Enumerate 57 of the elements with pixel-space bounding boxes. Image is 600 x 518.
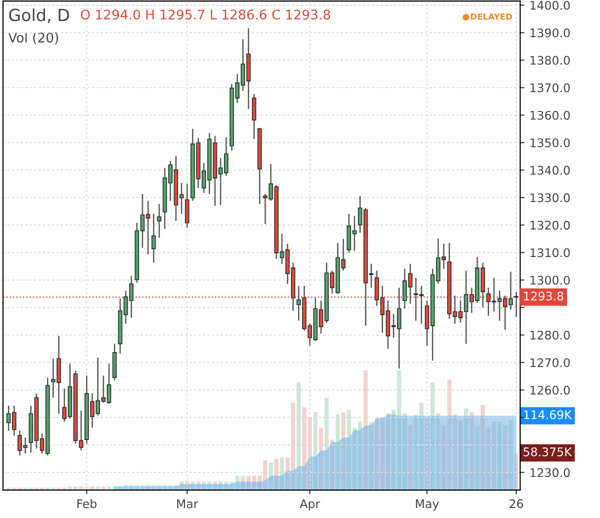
- bar: [497, 422, 502, 490]
- x-tick-label: Mar: [177, 499, 198, 508]
- bar: [341, 412, 346, 490]
- x-tick-label: Apr: [300, 499, 320, 510]
- candlestick: [252, 93, 256, 140]
- bar: [324, 398, 329, 490]
- bar: [190, 482, 195, 490]
- y-tick-label: 1320.0: [530, 220, 570, 230]
- bar: [470, 412, 474, 490]
- y-tick-label: 1310.0: [530, 248, 570, 258]
- x-tick-label: May: [416, 499, 439, 510]
- candlestick: [184, 183, 190, 228]
- bar: [179, 482, 184, 490]
- candlestick: [151, 213, 156, 264]
- bar: [196, 482, 200, 490]
- y-tick-label: 1330.0: [530, 193, 570, 202]
- bar: [174, 485, 178, 490]
- x-tick-label: 26: [510, 499, 524, 508]
- y-tick-label: 1390.0: [530, 28, 570, 38]
- bar: [503, 425, 508, 490]
- bar: [369, 422, 374, 490]
- text: 114.69K: [524, 410, 572, 420]
- bar: [408, 425, 412, 490]
- bar: [296, 382, 301, 490]
- bar: [146, 485, 150, 490]
- y-tick-label: 1300.0: [530, 276, 570, 285]
- candlestick: [157, 203, 162, 238]
- y-tick-label: 1280.0: [530, 330, 570, 340]
- chart-title: Vol (20): [8, 32, 58, 44]
- bar: [268, 462, 273, 490]
- bar: [280, 458, 284, 490]
- bar: [336, 414, 340, 490]
- x-tick-label: Feb: [77, 499, 96, 508]
- text: 58.375K: [524, 447, 572, 456]
- bar: [464, 408, 468, 490]
- y-tick-label: 1230.0: [530, 468, 570, 478]
- y-tick-label: 1260.0: [530, 386, 570, 395]
- y-tick-label: 1370.0: [530, 83, 570, 92]
- bar: [364, 370, 368, 490]
- bar: [318, 428, 324, 490]
- y-tick-label: 1340.0: [530, 166, 570, 175]
- bar: [274, 458, 278, 490]
- y-tick-label: 1350.0: [530, 138, 570, 148]
- y-tick-label: 1270.0: [530, 358, 570, 368]
- y-tick-label: 1380.0: [530, 56, 570, 65]
- bar: [90, 486, 94, 490]
- bar: [475, 426, 480, 490]
- annotation: DELAYED: [470, 14, 512, 20]
- bar: [330, 440, 334, 490]
- bar: [313, 412, 318, 490]
- bar: [508, 420, 513, 490]
- y-tick-label: 1400.0: [530, 0, 570, 10]
- text: O 1294.0 H 1295.7 L 1286.6 C 1293.8: [80, 10, 330, 20]
- y-tick-label: 1360.0: [530, 110, 570, 120]
- bar: [212, 482, 218, 490]
- ref-line-label: 1293.8: [524, 292, 564, 300]
- chart-title: Gold, D: [9, 8, 69, 23]
